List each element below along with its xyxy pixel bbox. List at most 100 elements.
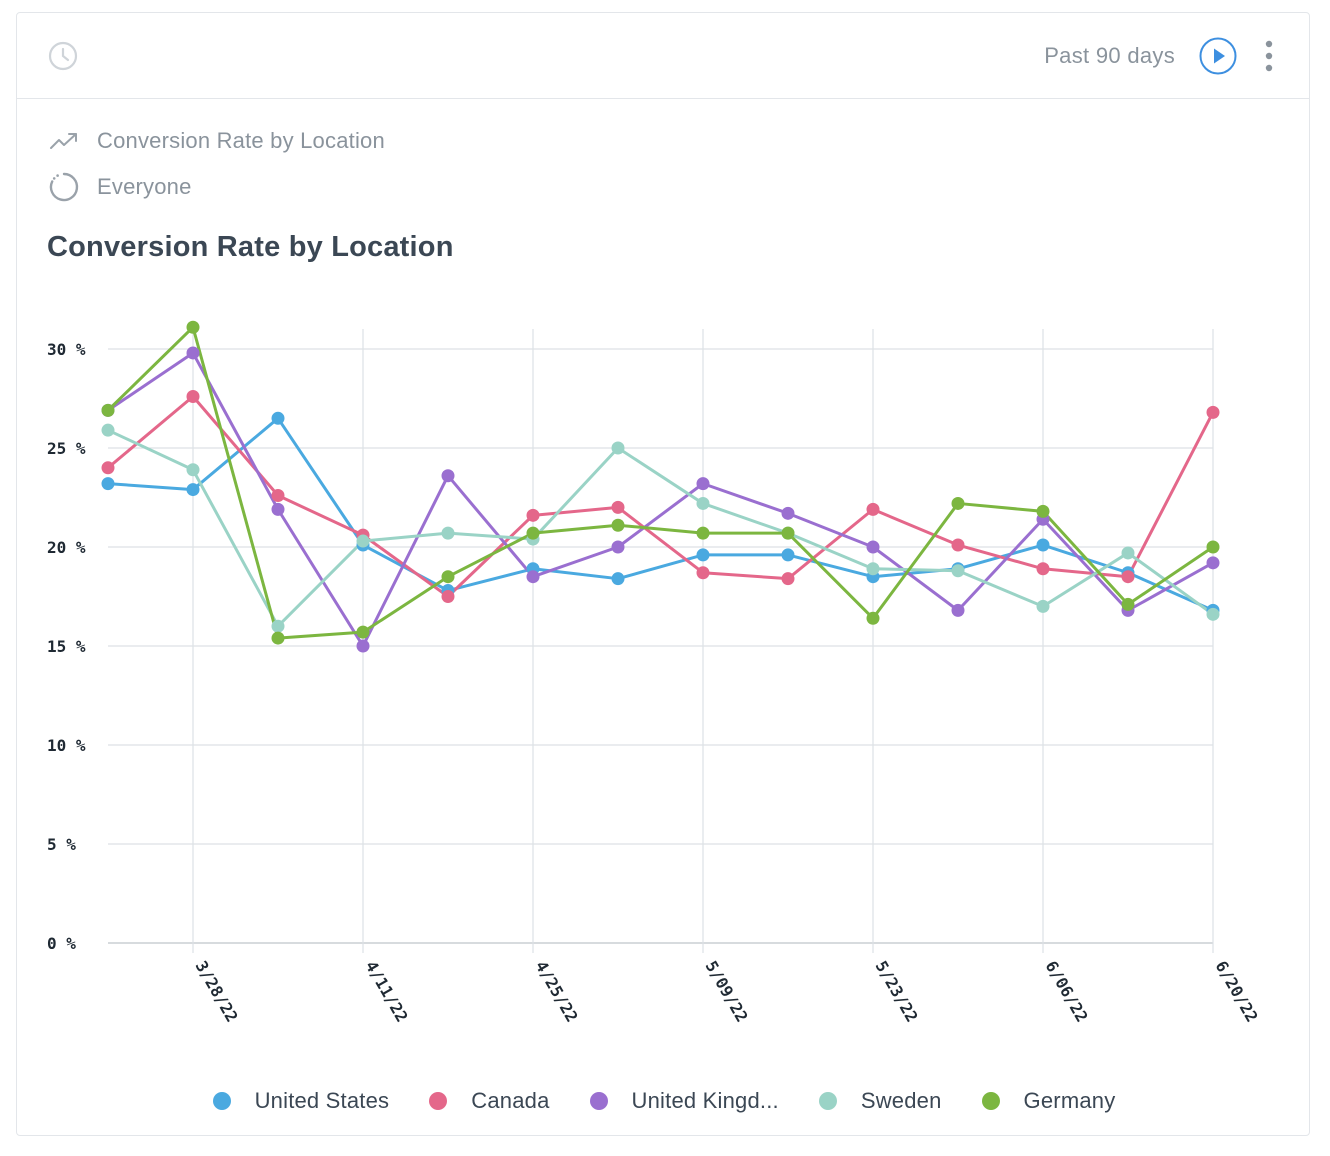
data-point[interactable] <box>1206 405 1220 419</box>
more-vertical-icon[interactable] <box>1257 37 1281 75</box>
data-point[interactable] <box>441 570 455 584</box>
data-point[interactable] <box>1036 562 1050 576</box>
card-header: Past 90 days <box>17 13 1309 99</box>
data-point[interactable] <box>866 502 880 516</box>
data-point[interactable] <box>441 526 455 540</box>
data-point[interactable] <box>1121 597 1135 611</box>
data-point[interactable] <box>356 625 370 639</box>
x-tick-label: 6/20/22 <box>1212 958 1262 1026</box>
data-point[interactable] <box>1121 570 1135 584</box>
data-point[interactable] <box>611 441 625 455</box>
data-point[interactable] <box>696 526 710 540</box>
play-icon[interactable] <box>1199 37 1237 75</box>
data-point[interactable] <box>866 611 880 625</box>
series-line[interactable] <box>106 351 1215 648</box>
data-point[interactable] <box>101 461 115 475</box>
data-point[interactable] <box>271 411 285 425</box>
legend-item[interactable]: Canada <box>429 1088 549 1114</box>
legend-item[interactable]: Germany <box>981 1088 1116 1114</box>
data-point[interactable] <box>271 631 285 645</box>
legend-label: Sweden <box>860 1088 942 1113</box>
data-point[interactable] <box>101 477 115 491</box>
data-point[interactable] <box>1121 546 1135 560</box>
data-point[interactable] <box>611 500 625 514</box>
legend-label: Germany <box>1023 1088 1116 1113</box>
legend-dot <box>212 1092 231 1110</box>
legend-label: Canada <box>471 1088 550 1113</box>
data-point[interactable] <box>526 526 540 540</box>
data-point[interactable] <box>866 562 880 576</box>
data-point[interactable] <box>1206 540 1220 554</box>
data-point[interactable] <box>696 548 710 562</box>
legend-dot <box>818 1092 837 1110</box>
data-point[interactable] <box>526 570 540 584</box>
data-point[interactable] <box>271 502 285 516</box>
y-tick-label: 5 % <box>47 835 76 854</box>
data-point[interactable] <box>441 590 455 603</box>
data-point[interactable] <box>696 566 710 580</box>
data-point[interactable] <box>186 483 200 497</box>
data-point[interactable] <box>951 603 965 617</box>
series-line[interactable] <box>106 395 1215 598</box>
data-point[interactable] <box>186 320 200 334</box>
data-point[interactable] <box>356 534 370 548</box>
data-point[interactable] <box>186 463 200 477</box>
data-point[interactable] <box>1036 599 1050 613</box>
chart-legend: United States Canada United Kingd... Sweden… <box>17 1081 1311 1121</box>
x-tick-label: 5/09/22 <box>702 958 752 1026</box>
data-point[interactable] <box>101 423 115 437</box>
data-point[interactable] <box>271 489 285 503</box>
data-point[interactable] <box>781 526 795 540</box>
report-card: Past 90 days Conversion Rate by Location <box>16 12 1310 1136</box>
data-point[interactable] <box>611 572 625 586</box>
chart-title: Conversion Rate by Location <box>47 231 454 263</box>
segment-circle-icon <box>49 172 79 202</box>
clock-icon[interactable] <box>47 40 79 72</box>
legend-label: United States <box>254 1088 390 1113</box>
data-point[interactable] <box>186 390 200 404</box>
legend-item[interactable]: United States <box>212 1088 390 1114</box>
x-tick-label: 3/28/22 <box>192 958 242 1026</box>
data-point[interactable] <box>951 496 965 510</box>
data-point[interactable] <box>441 469 455 483</box>
data-point[interactable] <box>611 540 625 554</box>
legend-item[interactable]: United Kingd... <box>589 1088 779 1114</box>
series-line[interactable] <box>106 416 1215 612</box>
data-point[interactable] <box>1206 556 1220 570</box>
y-tick-label: 10 % <box>47 736 86 755</box>
data-point[interactable] <box>1206 607 1220 621</box>
data-point[interactable] <box>271 619 285 633</box>
legend-dot <box>981 1092 1000 1110</box>
data-point[interactable] <box>186 346 200 360</box>
x-tick-label: 4/11/22 <box>362 958 412 1026</box>
trend-line-icon <box>50 133 77 149</box>
date-range-label[interactable]: Past 90 days <box>1044 43 1175 68</box>
data-point[interactable] <box>1036 538 1050 552</box>
data-point[interactable] <box>696 496 710 510</box>
data-point[interactable] <box>866 540 880 554</box>
data-point[interactable] <box>356 639 370 653</box>
x-tick-label: 5/23/22 <box>872 958 922 1026</box>
data-point[interactable] <box>1036 504 1050 518</box>
y-tick-label: 25 % <box>47 439 86 458</box>
data-point[interactable] <box>781 548 795 562</box>
x-tick-label: 4/25/22 <box>532 958 582 1026</box>
legend-dot <box>589 1092 608 1110</box>
data-point[interactable] <box>951 564 965 578</box>
data-point[interactable] <box>526 508 540 522</box>
segment-name: Everyone <box>97 174 192 199</box>
data-point[interactable] <box>781 506 795 520</box>
y-tick-label: 15 % <box>47 637 86 656</box>
segment-row: Everyone <box>47 172 192 202</box>
data-point[interactable] <box>951 538 965 552</box>
data-point[interactable] <box>101 403 115 417</box>
data-point[interactable] <box>611 518 625 532</box>
report-name: Conversion Rate by Location <box>97 128 385 153</box>
legend-item[interactable]: Sweden <box>818 1088 942 1114</box>
series-line[interactable] <box>106 428 1215 628</box>
y-tick-label: 0 % <box>47 934 76 953</box>
series-line[interactable] <box>106 325 1215 640</box>
data-point[interactable] <box>781 572 795 586</box>
data-point[interactable] <box>696 477 710 491</box>
legend-dot <box>429 1092 448 1110</box>
